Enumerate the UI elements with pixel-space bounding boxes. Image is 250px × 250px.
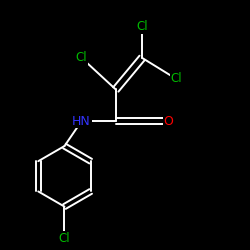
- Text: HN: HN: [72, 114, 91, 128]
- Text: O: O: [164, 114, 173, 128]
- Text: Cl: Cl: [136, 20, 148, 33]
- Text: Cl: Cl: [76, 52, 88, 64]
- Text: Cl: Cl: [170, 72, 182, 86]
- Text: Cl: Cl: [59, 232, 70, 245]
